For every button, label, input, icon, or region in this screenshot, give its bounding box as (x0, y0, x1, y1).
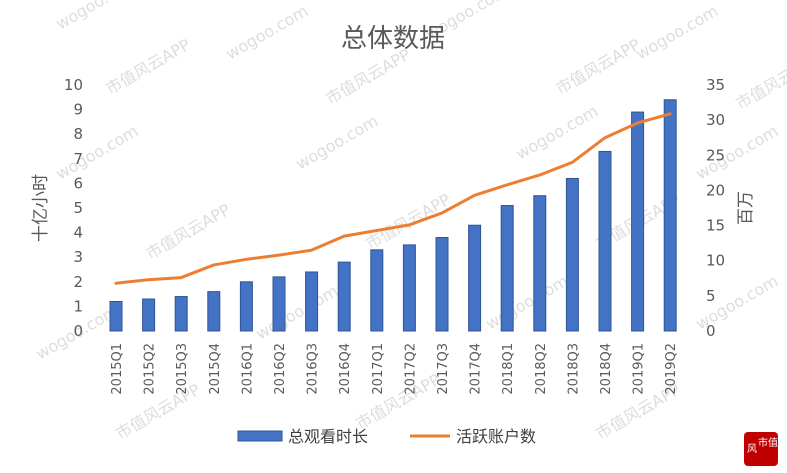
bar (142, 298, 156, 332)
left-tick-label: 0 (73, 322, 83, 340)
bar (272, 276, 286, 332)
watermark-text: wogoo.com (633, 1, 722, 63)
legend-bar-swatch (237, 430, 283, 442)
left-axis-title: 十亿小时 (31, 174, 51, 242)
left-tick-label: 10 (64, 76, 83, 94)
bar (207, 291, 221, 332)
legend-line-label: 活跃账户数 (456, 427, 536, 446)
bar (174, 296, 188, 332)
bar (402, 244, 416, 332)
watermark-text: wogoo.com (483, 271, 572, 333)
left-tick-label: 8 (73, 125, 83, 143)
x-tick-label: 2018Q3 (566, 343, 581, 395)
watermark-text: 市值风云APP (353, 370, 444, 434)
x-axis-ticks: 2015Q1 2015Q2 2015Q3 2015Q4 2016Q1 2016Q2 2016… (110, 343, 679, 395)
bar (305, 271, 319, 332)
bar (435, 237, 449, 332)
watermark-text: 市值风云APP (143, 200, 234, 264)
right-tick-label: 0 (706, 322, 716, 340)
logo-char-1: 风 (747, 443, 757, 455)
watermark-text: wogoo.com (53, 0, 142, 33)
bar (565, 177, 579, 332)
legend-bar-label: 总观看时长 (288, 427, 368, 446)
watermark-text: 市值风云APP (323, 45, 414, 109)
x-tick-label: 2018Q1 (501, 343, 516, 395)
x-tick-label: 2015Q1 (110, 343, 125, 395)
left-tick-label: 9 (73, 101, 83, 119)
legend: 总观看时长 活跃账户数 (237, 427, 536, 446)
x-tick-label: 2017Q4 (469, 343, 484, 395)
right-axis-ticks: 0 5 10 15 20 25 30 35 (706, 76, 725, 340)
x-tick-label: 2019Q2 (664, 343, 679, 395)
chart-title: 总体数据 (341, 24, 445, 54)
left-tick-label: 2 (73, 273, 83, 291)
left-tick-label: 6 (73, 174, 83, 192)
x-tick-label: 2017Q1 (371, 343, 386, 395)
right-axis-title: 百万 (736, 191, 756, 225)
left-tick-label: 4 (73, 224, 83, 242)
watermark-text: wogoo.com (223, 1, 312, 63)
watermark-text: 市值风云APP (113, 380, 204, 444)
right-tick-label: 25 (706, 146, 725, 164)
watermark-text: wogoo.com (253, 281, 342, 343)
left-tick-label: 1 (73, 297, 83, 315)
right-tick-label: 30 (706, 111, 725, 129)
right-tick-label: 10 (706, 252, 725, 270)
watermark-text: wogoo.com (513, 101, 602, 163)
x-tick-label: 2015Q3 (175, 343, 190, 395)
left-axis-ticks: 0 1 2 3 4 5 6 7 8 9 10 (64, 76, 83, 340)
right-tick-label: 5 (706, 287, 716, 305)
watermark-text: 市值风云APP (733, 50, 787, 114)
watermark-text: 市值风云APP (103, 35, 194, 99)
bar (533, 195, 547, 332)
x-tick-label: 2018Q2 (534, 343, 549, 395)
x-tick-label: 2015Q2 (143, 343, 158, 395)
x-tick-label: 2016Q3 (306, 343, 321, 395)
bar (337, 261, 351, 332)
x-tick-label: 2016Q2 (273, 343, 288, 395)
right-tick-label: 35 (706, 76, 725, 94)
bar (109, 300, 123, 332)
logo-char-2: 市值 (758, 436, 778, 449)
x-tick-label: 2016Q1 (240, 343, 255, 395)
line-series (114, 112, 672, 285)
series-line (114, 112, 672, 285)
bar (631, 111, 645, 332)
right-tick-label: 20 (706, 181, 725, 199)
right-tick-label: 15 (706, 217, 725, 235)
x-tick-label: 2017Q2 (403, 343, 418, 395)
x-tick-label: 2018Q4 (599, 343, 614, 395)
watermark-text: wogoo.com (293, 111, 382, 173)
bar (500, 205, 514, 332)
bar-series (109, 99, 677, 332)
left-tick-label: 7 (73, 150, 83, 168)
bar (663, 99, 677, 332)
x-tick-label: 2017Q3 (436, 343, 451, 395)
bar (239, 281, 253, 332)
left-tick-label: 5 (73, 199, 83, 217)
x-tick-label: 2015Q4 (208, 343, 223, 395)
brand-logo: 风 市值 (744, 432, 778, 466)
x-tick-label: 2016Q4 (338, 343, 353, 395)
bar (370, 249, 384, 332)
bar (468, 224, 482, 332)
watermark-text: 市值风云APP (553, 35, 644, 99)
x-tick-label: 2019Q1 (632, 343, 647, 395)
watermark-text: wogoo.com (53, 121, 142, 183)
left-tick-label: 3 (73, 248, 83, 266)
bar (598, 150, 612, 332)
